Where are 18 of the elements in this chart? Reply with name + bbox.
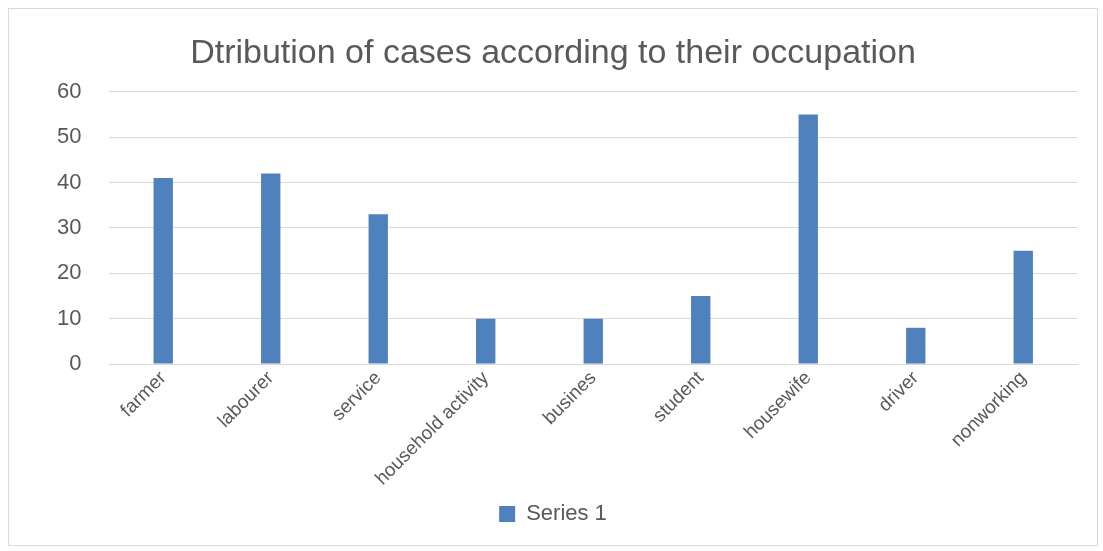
y-tick-label: 0 (69, 350, 82, 376)
bar (476, 318, 496, 364)
legend-label: Series 1 (526, 500, 607, 526)
bar (1013, 250, 1033, 364)
y-tick-label: 60 (56, 77, 82, 103)
y-tick-label: 10 (56, 304, 82, 330)
bar (368, 214, 388, 364)
y-tick-label: 30 (56, 214, 82, 239)
bar (153, 178, 173, 364)
bar (691, 296, 711, 364)
y-tick-label: 40 (56, 168, 82, 194)
y-tick-label: 20 (56, 259, 82, 285)
chart-title: Dtribution of cases according to their occupation (190, 31, 916, 70)
bar (261, 173, 281, 364)
bar (583, 318, 603, 364)
bar (906, 327, 926, 364)
y-tick-label: 50 (56, 123, 82, 149)
bar (798, 114, 818, 364)
